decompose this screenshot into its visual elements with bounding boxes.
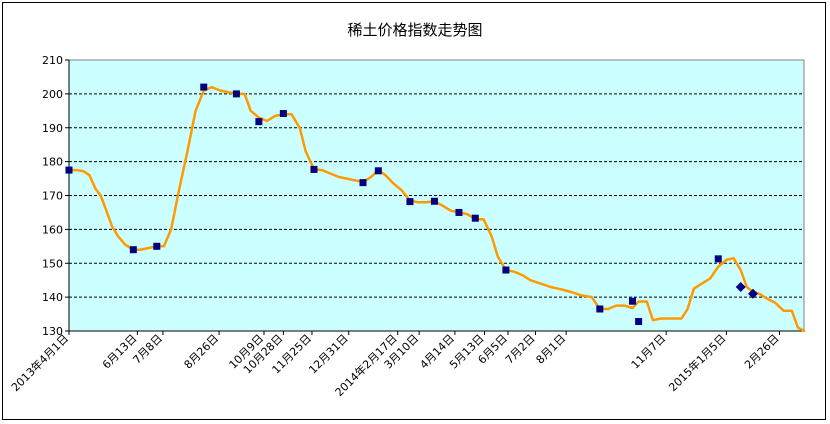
chart-title: 稀土价格指数走势图 bbox=[347, 21, 482, 39]
data-point-marker bbox=[596, 305, 604, 313]
y-tick-label: 170 bbox=[42, 190, 63, 203]
y-tick-label: 150 bbox=[42, 257, 63, 270]
data-point-marker bbox=[65, 166, 73, 174]
x-tick-label: 8月26日 bbox=[182, 332, 222, 372]
x-tick-label: 7月2日 bbox=[503, 332, 538, 367]
x-tick-label: 2013年4月1日 bbox=[8, 331, 71, 394]
data-point-marker bbox=[735, 281, 746, 292]
data-point-marker bbox=[255, 118, 263, 126]
data-point-marker bbox=[471, 214, 479, 222]
y-tick-label: 210 bbox=[42, 54, 63, 67]
data-point-marker bbox=[406, 198, 414, 206]
y-tick-label: 190 bbox=[42, 122, 63, 135]
data-point-marker bbox=[310, 165, 318, 173]
series-markers bbox=[65, 83, 758, 326]
y-axis: 130 140 150 160 170 180 190 200 210 bbox=[42, 54, 70, 338]
data-point-marker bbox=[200, 83, 208, 91]
x-tick-label: 11月7日 bbox=[629, 332, 669, 372]
y-tick-label: 140 bbox=[42, 291, 63, 304]
x-tick-label: 12月31日 bbox=[306, 332, 351, 377]
x-tick-label: 7月8日 bbox=[130, 332, 165, 367]
data-point-marker bbox=[232, 90, 240, 98]
y-tick-label: 180 bbox=[42, 156, 63, 169]
data-point-marker bbox=[430, 197, 438, 205]
x-tick-label: 8月1日 bbox=[534, 332, 569, 367]
x-tick-label: 2015年1月5日 bbox=[666, 331, 729, 394]
data-point-marker bbox=[629, 297, 636, 305]
data-point-marker bbox=[374, 167, 382, 175]
data-point-marker bbox=[455, 208, 463, 216]
x-tick-label: 6月13日 bbox=[100, 332, 140, 372]
y-tick-label: 130 bbox=[42, 325, 63, 338]
data-point-marker bbox=[129, 246, 137, 254]
data-point-marker bbox=[279, 110, 287, 118]
data-point-marker bbox=[153, 242, 161, 250]
y-tick-label: 160 bbox=[42, 223, 63, 236]
data-point-marker bbox=[747, 288, 758, 299]
data-point-marker bbox=[359, 179, 367, 187]
data-point-marker bbox=[502, 266, 510, 274]
x-tick-label: 2月26日 bbox=[742, 332, 782, 372]
data-point-marker bbox=[714, 255, 722, 263]
series-line bbox=[67, 85, 806, 333]
y-tick-label: 200 bbox=[42, 88, 63, 101]
data-point-marker bbox=[635, 318, 643, 326]
series-polyline bbox=[67, 85, 806, 333]
